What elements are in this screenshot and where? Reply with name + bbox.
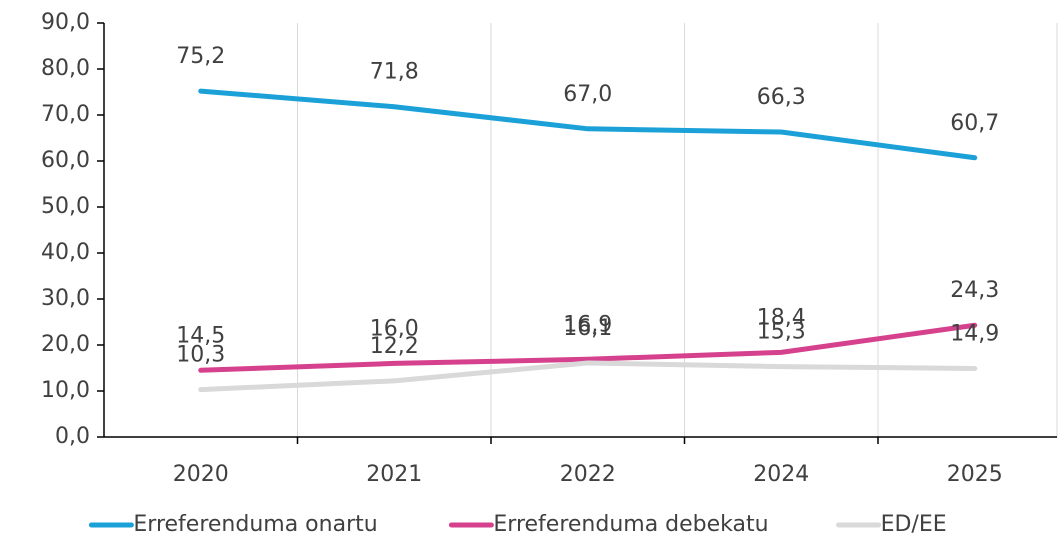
x-tick-label: 2021 bbox=[366, 462, 422, 487]
data-label: 16,9 bbox=[563, 312, 612, 337]
y-tick-label: 50,0 bbox=[41, 194, 90, 219]
x-tick-label: 2025 bbox=[947, 462, 1003, 487]
data-label: 16,1 bbox=[563, 316, 612, 341]
data-label: 66,3 bbox=[757, 85, 806, 110]
data-label: 14,5 bbox=[176, 323, 225, 348]
x-tick-label: 2020 bbox=[173, 462, 229, 487]
data-label: 71,8 bbox=[370, 60, 419, 85]
x-tick-label: 2022 bbox=[560, 462, 616, 487]
series-line bbox=[198, 88, 978, 161]
data-label: 12,2 bbox=[370, 334, 419, 359]
series-line bbox=[198, 322, 978, 373]
data-label: 10,3 bbox=[176, 343, 225, 368]
y-tick-label: 20,0 bbox=[41, 332, 90, 357]
y-tick-label: 80,0 bbox=[41, 56, 90, 81]
data-label: 67,0 bbox=[563, 82, 612, 107]
y-tick-label: 90,0 bbox=[41, 10, 90, 35]
data-label: 16,0 bbox=[370, 316, 419, 341]
data-label: 14,9 bbox=[950, 321, 999, 346]
data-label: 18,4 bbox=[757, 305, 806, 330]
y-tick-label: 0,0 bbox=[55, 424, 90, 449]
y-tick-label: 70,0 bbox=[41, 102, 90, 127]
y-tick-label: 10,0 bbox=[41, 378, 90, 403]
y-tick-label: 60,0 bbox=[41, 148, 90, 173]
y-tick-label: 40,0 bbox=[41, 240, 90, 265]
data-label: 60,7 bbox=[950, 111, 999, 136]
data-label: 24,3 bbox=[950, 278, 999, 303]
y-tick-label: 30,0 bbox=[41, 286, 90, 311]
legend-label: ED/EE bbox=[881, 512, 947, 537]
data-label: 15,3 bbox=[757, 320, 806, 345]
legend-label: Erreferenduma onartu bbox=[133, 512, 377, 537]
series-line bbox=[198, 360, 978, 393]
legend-label: Erreferenduma debekatu bbox=[493, 512, 768, 537]
x-tick-label: 2024 bbox=[753, 462, 809, 487]
data-label: 75,2 bbox=[176, 44, 225, 69]
